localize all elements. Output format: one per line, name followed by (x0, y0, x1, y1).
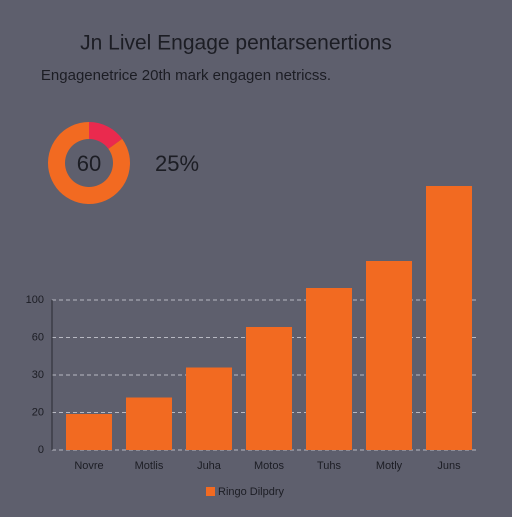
x-tick-label: Motly (376, 460, 403, 472)
x-tick-label: Motlis (135, 460, 164, 472)
bar (246, 327, 292, 450)
y-tick-label: 60 (32, 331, 44, 343)
bar (126, 397, 172, 450)
legend-label: Ringo Dilpdry (218, 486, 285, 498)
bar (306, 288, 352, 450)
x-tick-label: Juha (197, 460, 222, 472)
y-tick-label: 0 (38, 444, 44, 456)
donut-center-label: 60 (77, 151, 101, 176)
annotation: 25% (155, 151, 199, 176)
x-tick-label: Novre (74, 460, 103, 472)
x-tick-label: Tuhs (317, 460, 342, 472)
bar (186, 367, 232, 450)
y-tick-label: 30 (32, 369, 44, 381)
chart-title: Jn Livel Engage pentarsenertions (80, 32, 392, 55)
x-tick-label: Juns (437, 460, 461, 472)
chart-subtitle: Engagenetrice 20th mark engagen netricss… (41, 67, 331, 84)
bar (366, 261, 412, 450)
x-tick-label: Motos (254, 460, 284, 472)
bar (66, 414, 112, 450)
legend-marker (206, 487, 215, 496)
y-tick-label: 100 (26, 294, 44, 306)
donut-segment (47, 121, 130, 204)
bar (426, 186, 472, 450)
donut-segment (89, 122, 123, 149)
y-tick-label: 20 (32, 406, 44, 418)
